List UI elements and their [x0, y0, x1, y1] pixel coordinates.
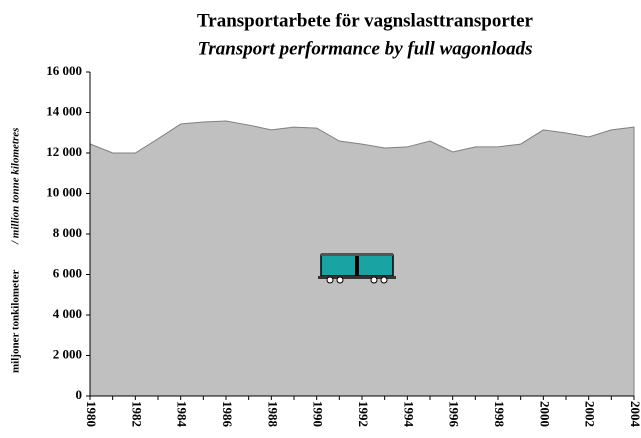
y-tick-label: 10 000	[46, 184, 82, 199]
y-tick-label: 6 000	[53, 265, 82, 280]
y-tick-label: 12 000	[46, 144, 82, 159]
x-tick-label: 1984	[175, 401, 190, 428]
x-tick-label: 1994	[401, 401, 416, 428]
y-tick-label: 2 000	[53, 346, 82, 361]
y-tick-label: 4 000	[53, 306, 82, 321]
x-tick-label: 2000	[537, 401, 552, 427]
y-axis-label: miljoner tonkilometer	[10, 270, 22, 373]
x-tick-label: 1982	[129, 401, 144, 427]
x-tick-label: 1998	[492, 401, 507, 428]
x-tick-label: 1980	[84, 401, 99, 427]
x-tick-label: 2004	[628, 401, 641, 428]
y-axis-label-en: / million tonne kilometres	[10, 128, 22, 245]
y-tick-label: 0	[76, 387, 83, 402]
x-tick-label: 1996	[447, 401, 462, 428]
x-tick-label: 1990	[311, 401, 326, 427]
x-tick-label: 1988	[265, 401, 280, 428]
x-tick-label: 2002	[583, 401, 598, 427]
y-tick-label: 14 000	[46, 103, 82, 118]
y-tick-label: 16 000	[46, 63, 82, 78]
x-tick-label: 1986	[220, 401, 235, 428]
x-tick-label: 1992	[356, 401, 371, 427]
train-icon	[318, 253, 396, 284]
chart-title: Transportarbete för vagnslasttransporter	[197, 10, 534, 31]
chart-subtitle: Transport performance by full wagonloads	[198, 38, 533, 59]
y-tick-label: 8 000	[53, 225, 82, 240]
